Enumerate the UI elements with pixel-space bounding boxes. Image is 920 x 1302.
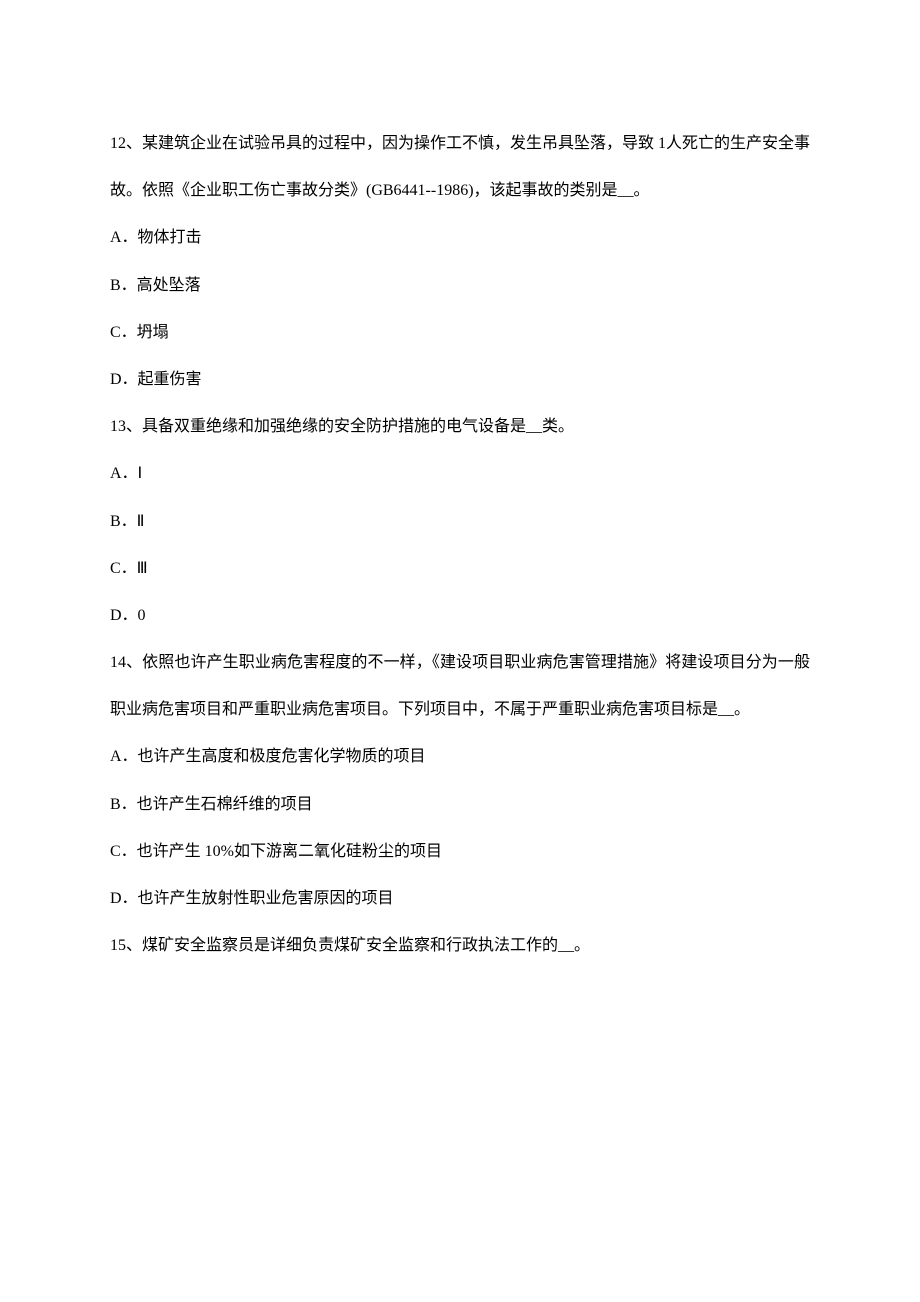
question-14-option-b: B．也许产生石棉纤维的项目 xyxy=(110,781,810,828)
question-13-option-c: C．Ⅲ xyxy=(110,545,810,592)
question-14-option-c: C．也许产生 10%如下游离二氧化硅粉尘的项目 xyxy=(110,828,810,875)
question-13-option-d: D．0 xyxy=(110,592,810,639)
question-12: 12、某建筑企业在试验吊具的过程中，因为操作工不慎，发生吊具坠落，导致 1人死亡… xyxy=(110,120,810,403)
question-15: 15、煤矿安全监察员是详细负责煤矿安全监察和行政执法工作的__。 xyxy=(110,922,810,969)
question-13: 13、具备双重绝缘和加强绝缘的安全防护措施的电气设备是__类。 A．Ⅰ B．Ⅱ … xyxy=(110,403,810,639)
question-13-option-b: B．Ⅱ xyxy=(110,498,810,545)
question-15-stem: 15、煤矿安全监察员是详细负责煤矿安全监察和行政执法工作的__。 xyxy=(110,922,810,969)
question-14-option-d: D．也许产生放射性职业危害原因的项目 xyxy=(110,875,810,922)
question-12-stem: 12、某建筑企业在试验吊具的过程中，因为操作工不慎，发生吊具坠落，导致 1人死亡… xyxy=(110,120,810,214)
question-14-option-a: A．也许产生高度和极度危害化学物质的项目 xyxy=(110,733,810,780)
question-13-stem: 13、具备双重绝缘和加强绝缘的安全防护措施的电气设备是__类。 xyxy=(110,403,810,450)
question-12-option-d: D．起重伤害 xyxy=(110,356,810,403)
question-13-option-a: A．Ⅰ xyxy=(110,450,810,497)
question-14-stem: 14、依照也许产生职业病危害程度的不一样，《建设项目职业病危害管理措施》将建设项… xyxy=(110,639,810,733)
question-12-option-c: C．坍塌 xyxy=(110,309,810,356)
question-12-option-a: A．物体打击 xyxy=(110,214,810,261)
question-12-option-b: B．高处坠落 xyxy=(110,262,810,309)
question-14: 14、依照也许产生职业病危害程度的不一样，《建设项目职业病危害管理措施》将建设项… xyxy=(110,639,810,922)
